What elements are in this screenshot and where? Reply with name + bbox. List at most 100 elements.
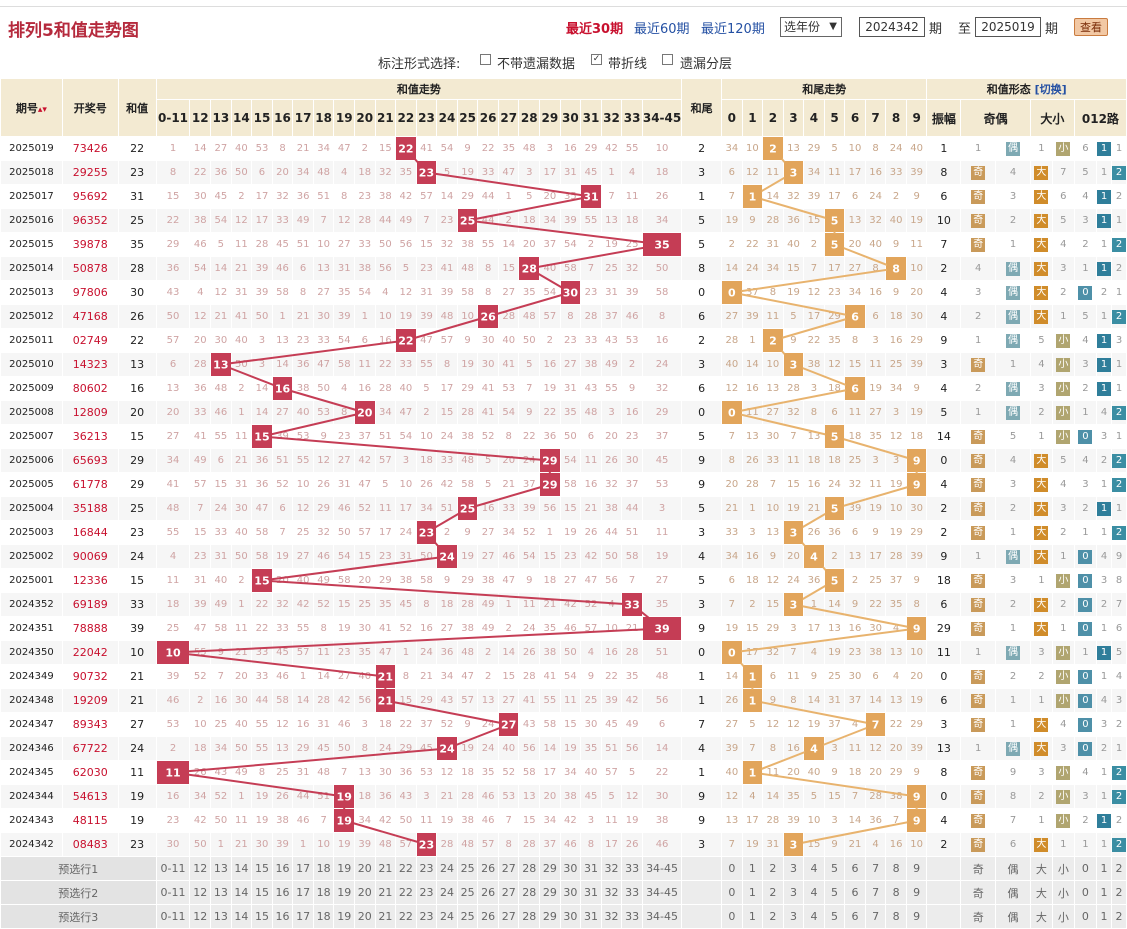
preview-shape-cell[interactable]: 1 (1096, 856, 1112, 881)
preview-sum-cell[interactable]: 16 (271, 904, 294, 929)
preview-tail-cell[interactable]: 6 (844, 856, 866, 881)
preview-sum-cell[interactable]: 32 (600, 856, 623, 881)
preview-tail-cell[interactable]: 8 (885, 856, 907, 881)
preview-tail-cell[interactable]: 6 (844, 880, 866, 905)
preview-sum-cell[interactable]: 22 (395, 880, 417, 905)
to-issue-input[interactable]: 2025019 (975, 17, 1041, 37)
preview-tail-cell[interactable]: 4 (803, 904, 825, 929)
preview-sum-cell[interactable]: 28 (518, 904, 541, 929)
recent-30-link[interactable]: 最近30期 (566, 22, 624, 37)
preview-shape-cell[interactable]: 0 (1073, 904, 1098, 929)
preview-sum-cell[interactable]: 16 (271, 856, 294, 881)
preview-sum-cell[interactable]: 24 (436, 904, 458, 929)
preview-tail-cell[interactable]: 0 (721, 856, 743, 881)
preview-sum-cell[interactable]: 30 (559, 904, 582, 929)
from-issue-input[interactable]: 2024342 (859, 17, 925, 37)
preview-shape-cell[interactable]: 小 (1051, 880, 1075, 905)
preview-sum-cell[interactable]: 0-11 (155, 856, 191, 881)
preview-sum-cell[interactable]: 22 (395, 904, 417, 929)
preview-sum-cell[interactable]: 26 (477, 880, 499, 905)
preview-sum-cell[interactable]: 15 (251, 880, 273, 905)
preview-tail-cell[interactable]: 9 (905, 904, 928, 929)
preview-shape-cell[interactable]: 奇 (960, 880, 997, 905)
preview-tail-cell[interactable]: 1 (741, 880, 764, 905)
preview-sum-cell[interactable]: 18 (312, 880, 335, 905)
preview-sum-cell[interactable]: 17 (292, 880, 314, 905)
preview-sum-cell[interactable]: 15 (251, 904, 273, 929)
preview-sum-cell[interactable]: 32 (600, 904, 623, 929)
year-select[interactable]: 选年份 ▼ (780, 17, 842, 37)
no-missing-checkbox[interactable] (480, 54, 491, 65)
preview-sum-cell[interactable]: 24 (436, 856, 458, 881)
preview-sum-cell[interactable]: 14 (230, 856, 253, 881)
preview-sum-cell[interactable]: 17 (292, 904, 314, 929)
preview-shape-cell[interactable]: 2 (1111, 856, 1127, 881)
preview-sum-cell[interactable]: 30 (559, 856, 582, 881)
preview-shape-cell[interactable]: 2 (1111, 880, 1127, 905)
preview-shape-cell[interactable]: 1 (1096, 904, 1112, 929)
layered-missing-checkbox[interactable] (662, 54, 673, 65)
preview-sum-cell[interactable]: 20 (353, 880, 376, 905)
preview-sum-cell[interactable]: 28 (518, 880, 541, 905)
issue-header[interactable]: 期号▴▾ (0, 78, 63, 137)
preview-sum-cell[interactable]: 32 (600, 880, 623, 905)
preview-sum-cell[interactable]: 21 (374, 880, 397, 905)
preview-tail-cell[interactable]: 3 (782, 880, 805, 905)
preview-tail-cell[interactable]: 0 (721, 904, 743, 929)
preview-tail-cell[interactable]: 5 (823, 880, 846, 905)
preview-sum-cell[interactable]: 19 (333, 880, 355, 905)
preview-sum-cell[interactable]: 12 (189, 880, 212, 905)
preview-shape-cell[interactable]: 大 (1029, 856, 1053, 881)
preview-sum-cell[interactable]: 13 (210, 856, 232, 881)
preview-sum-cell[interactable]: 21 (374, 856, 397, 881)
preview-sum-cell[interactable]: 28 (518, 856, 541, 881)
switch-link[interactable]: [切换] (1034, 83, 1067, 96)
preview-sum-cell[interactable]: 26 (477, 904, 499, 929)
preview-sum-cell[interactable]: 25 (456, 880, 479, 905)
preview-sum-cell[interactable]: 13 (210, 880, 232, 905)
preview-sum-cell[interactable]: 27 (497, 856, 520, 881)
preview-tail-cell[interactable]: 3 (782, 856, 805, 881)
preview-sum-cell[interactable]: 16 (271, 880, 294, 905)
recent-60-link[interactable]: 最近60期 (634, 22, 690, 37)
preview-sum-cell[interactable]: 23 (415, 856, 438, 881)
preview-sum-cell[interactable]: 18 (312, 904, 335, 929)
preview-tail-cell[interactable]: 1 (741, 904, 764, 929)
preview-sum-cell[interactable]: 17 (292, 856, 314, 881)
preview-shape-cell[interactable]: 0 (1073, 880, 1098, 905)
preview-sum-cell[interactable]: 19 (333, 904, 355, 929)
preview-shape-cell[interactable]: 偶 (995, 880, 1031, 905)
preview-shape-cell[interactable]: 大 (1029, 904, 1053, 929)
preview-sum-cell[interactable]: 22 (395, 856, 417, 881)
preview-sum-cell[interactable]: 19 (333, 856, 355, 881)
preview-sum-cell[interactable]: 29 (539, 880, 561, 905)
preview-tail-cell[interactable]: 9 (905, 880, 928, 905)
recent-120-link[interactable]: 最近120期 (701, 22, 765, 37)
preview-sum-cell[interactable]: 30 (559, 880, 582, 905)
preview-sum-cell[interactable]: 26 (477, 856, 499, 881)
preview-sum-cell[interactable]: 31 (580, 904, 602, 929)
preview-shape-cell[interactable]: 2 (1111, 904, 1127, 929)
preview-tail-cell[interactable]: 5 (823, 904, 846, 929)
preview-sum-cell[interactable]: 25 (456, 856, 479, 881)
preview-shape-cell[interactable]: 小 (1051, 904, 1075, 929)
preview-sum-cell[interactable]: 18 (312, 856, 335, 881)
preview-sum-cell[interactable]: 15 (251, 856, 273, 881)
preview-sum-cell[interactable]: 23 (415, 880, 438, 905)
preview-sum-cell[interactable]: 34-45 (641, 880, 683, 905)
preview-sum-cell[interactable]: 14 (230, 880, 253, 905)
preview-sum-cell[interactable]: 33 (621, 904, 643, 929)
preview-tail-cell[interactable]: 2 (762, 856, 784, 881)
preview-tail-cell[interactable]: 6 (844, 904, 866, 929)
preview-sum-cell[interactable]: 31 (580, 880, 602, 905)
preview-tail-cell[interactable]: 4 (803, 856, 825, 881)
preview-sum-cell[interactable]: 33 (621, 880, 643, 905)
preview-sum-cell[interactable]: 31 (580, 856, 602, 881)
sort-icon[interactable]: ▴▾ (37, 104, 47, 115)
preview-tail-cell[interactable]: 8 (885, 904, 907, 929)
preview-shape-cell[interactable]: 奇 (960, 904, 997, 929)
preview-tail-cell[interactable]: 7 (864, 856, 887, 881)
preview-sum-cell[interactable]: 34-45 (641, 904, 683, 929)
preview-sum-cell[interactable]: 25 (456, 904, 479, 929)
preview-shape-cell[interactable]: 1 (1096, 880, 1112, 905)
